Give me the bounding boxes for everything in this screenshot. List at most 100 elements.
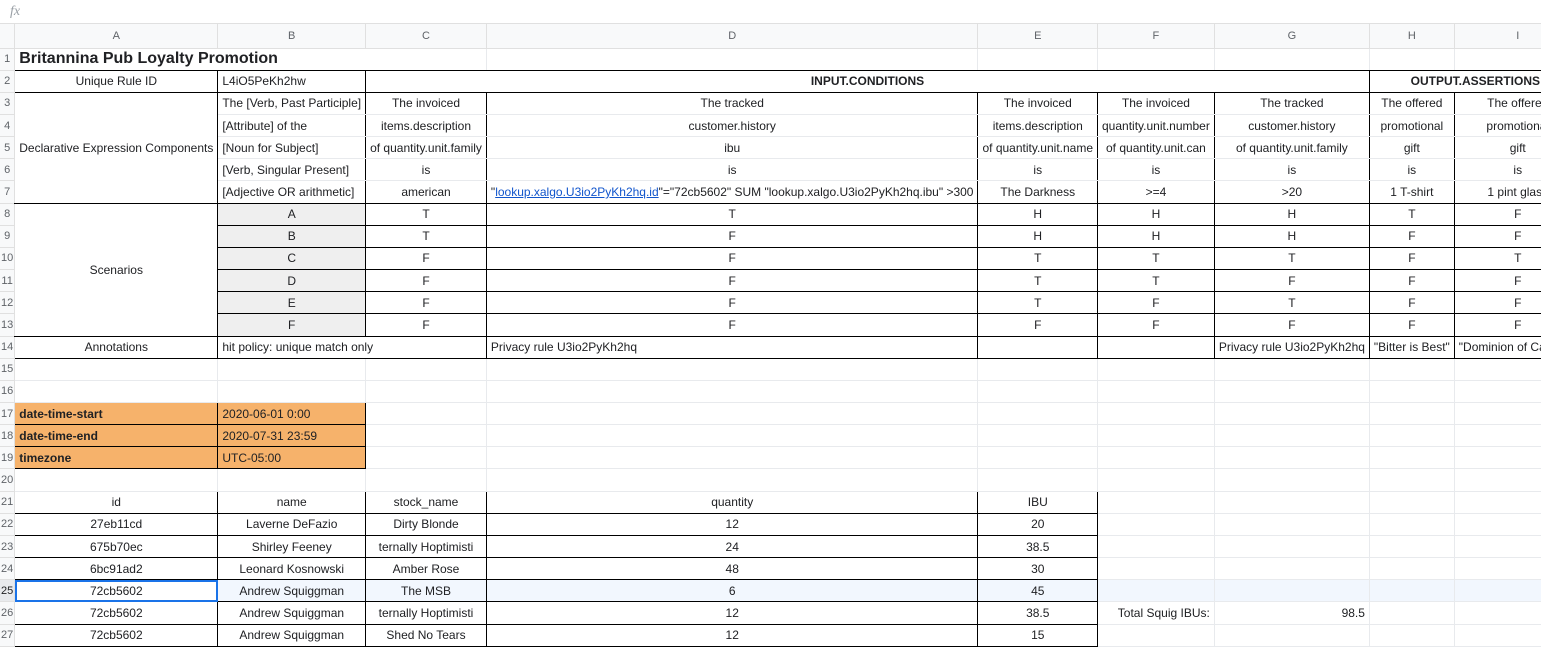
data-header-A[interactable]: id [15, 491, 218, 513]
cell-B14[interactable]: hit policy: unique match only [218, 336, 487, 358]
data-id[interactable]: 675b70ec [15, 535, 218, 557]
cell-G27[interactable] [1214, 624, 1369, 646]
row-header[interactable]: 4 [0, 114, 15, 136]
cell-I15[interactable] [1454, 358, 1541, 380]
cell-I10[interactable]: T [1454, 247, 1541, 269]
cell-E17[interactable] [978, 403, 1098, 425]
cell-H14[interactable]: "Bitter is Best" [1369, 336, 1454, 358]
cell-B8[interactable]: A [218, 203, 366, 225]
cell-E12[interactable]: T [978, 292, 1098, 314]
cell-I21[interactable] [1454, 491, 1541, 513]
cell-H8[interactable]: T [1369, 203, 1454, 225]
cell-D12[interactable]: F [486, 292, 978, 314]
cell-G7[interactable]: >20 [1214, 181, 1369, 203]
cell-F21[interactable] [1098, 491, 1215, 513]
cell-E6[interactable]: is [978, 159, 1098, 181]
cell-I27[interactable] [1454, 624, 1541, 646]
data-stock[interactable]: Amber Rose [366, 558, 487, 580]
cell-G12[interactable]: T [1214, 292, 1369, 314]
cell-D11[interactable]: F [486, 270, 978, 292]
row-header[interactable]: 22 [0, 513, 15, 535]
cell-H22[interactable] [1369, 513, 1454, 535]
row-header[interactable]: 18 [0, 425, 15, 447]
row-header[interactable]: 8 [0, 203, 15, 225]
cell-C6[interactable]: is [366, 159, 487, 181]
cell-C3[interactable]: The invoiced [366, 92, 487, 114]
cell-G23[interactable] [1214, 535, 1369, 557]
cell-D14[interactable]: Privacy rule U3io2PyKh2hq [486, 336, 978, 358]
formula-input[interactable] [26, 0, 1541, 23]
cell-B9[interactable]: B [218, 225, 366, 247]
cell-G19[interactable] [1214, 447, 1369, 469]
row-header[interactable]: 27 [0, 624, 15, 646]
cell-I7[interactable]: 1 pint glass [1454, 181, 1541, 203]
cell-E3[interactable]: The invoiced [978, 92, 1098, 114]
data-name-cell[interactable]: Laverne DeFazio [218, 513, 366, 535]
cell-I22[interactable] [1454, 513, 1541, 535]
cell-G24[interactable] [1214, 558, 1369, 580]
data-id[interactable]: 6bc91ad2 [15, 558, 218, 580]
cell-B16[interactable] [218, 380, 366, 402]
data-header-D[interactable]: quantity [486, 491, 978, 513]
row-header[interactable]: 12 [0, 292, 15, 314]
meta-date-end-label[interactable]: date-time-end [15, 425, 218, 447]
cell-E13[interactable]: F [978, 314, 1098, 336]
cell-C20[interactable] [366, 469, 487, 491]
cell-F19[interactable] [1098, 447, 1215, 469]
cell-I25[interactable] [1454, 580, 1541, 602]
cell-E4[interactable]: items.description [978, 114, 1098, 136]
cell-H18[interactable] [1369, 425, 1454, 447]
cell-H5[interactable]: gift [1369, 137, 1454, 159]
cell-F13[interactable]: F [1098, 314, 1215, 336]
col-header-B[interactable]: B [218, 24, 366, 48]
cell-H13[interactable]: F [1369, 314, 1454, 336]
row-header[interactable]: 6 [0, 159, 15, 181]
data-stock[interactable]: The MSB [366, 580, 487, 602]
cell-F3[interactable]: The invoiced [1098, 92, 1215, 114]
data-ibu[interactable]: 15 [978, 624, 1098, 646]
cell-F8[interactable]: H [1098, 203, 1215, 225]
data-name-cell[interactable]: Andrew Squiggman [218, 602, 366, 624]
cell-G5[interactable]: of quantity.unit.family [1214, 137, 1369, 159]
cell-D10[interactable]: F [486, 247, 978, 269]
cell-G16[interactable] [1214, 380, 1369, 402]
col-header-A[interactable]: A [15, 24, 218, 48]
cell-C16[interactable] [366, 380, 487, 402]
cell-H12[interactable]: F [1369, 292, 1454, 314]
cell-B7[interactable]: [Adjective OR arithmetic] [218, 181, 366, 203]
cell-E9[interactable]: H [978, 225, 1098, 247]
cell-F1[interactable] [1098, 48, 1215, 70]
data-name-cell[interactable]: Shirley Feeney [218, 535, 366, 557]
cell-H7[interactable]: 1 T-shirt [1369, 181, 1454, 203]
cell-I12[interactable]: F [1454, 292, 1541, 314]
row-header[interactable]: 17 [0, 403, 15, 425]
cell-I4[interactable]: promotional [1454, 114, 1541, 136]
col-header-I[interactable]: I [1454, 24, 1541, 48]
data-name-cell[interactable]: Andrew Squiggman [218, 624, 366, 646]
cell-H11[interactable]: F [1369, 270, 1454, 292]
data-qty[interactable]: 12 [486, 602, 978, 624]
spreadsheet-grid[interactable]: A B C D E F G H I J 1Britannina Pub Loya… [0, 24, 1541, 647]
cell-C10[interactable]: F [366, 247, 487, 269]
row-header[interactable]: 21 [0, 491, 15, 513]
cell-F25[interactable] [1098, 580, 1215, 602]
cell-E20[interactable] [978, 469, 1098, 491]
col-header-D[interactable]: D [486, 24, 978, 48]
row-header[interactable]: 24 [0, 558, 15, 580]
label-annotations-row[interactable]: Annotations [15, 336, 218, 358]
cell-I1[interactable] [1454, 48, 1541, 70]
cell-D3[interactable]: The tracked [486, 92, 978, 114]
row-header[interactable]: 9 [0, 225, 15, 247]
cell-D8[interactable]: T [486, 203, 978, 225]
cell-F11[interactable]: T [1098, 270, 1215, 292]
cell-G13[interactable]: F [1214, 314, 1369, 336]
cell-H16[interactable] [1369, 380, 1454, 402]
cell-E19[interactable] [978, 447, 1098, 469]
cell-D15[interactable] [486, 358, 978, 380]
cell-G17[interactable] [1214, 403, 1369, 425]
value-rule-id[interactable]: L4iO5PeKh2hw [218, 70, 366, 92]
cell-E8[interactable]: H [978, 203, 1098, 225]
cell-E7[interactable]: The Darkness [978, 181, 1098, 203]
cell-G21[interactable] [1214, 491, 1369, 513]
row-header[interactable]: 1 [0, 48, 15, 70]
